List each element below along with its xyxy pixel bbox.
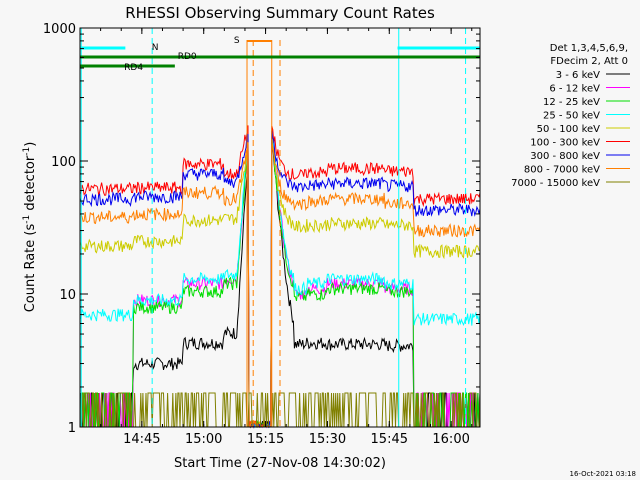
legend-label-9: 7000 - 15000 keV (511, 178, 600, 189)
annotation-label-4: S (234, 36, 240, 46)
vertical-lines-layer (80, 28, 467, 427)
legend-label-5: 50 - 100 keV (537, 124, 601, 135)
legend-label-2: 6 - 12 keV (549, 84, 600, 95)
annotation-label-1: N (152, 43, 159, 53)
legend-header-2: FDecim 2, Att 0 (550, 56, 628, 67)
legend-label-1: 3 - 6 keV (556, 70, 600, 81)
y-axis-label: Count Rate (s-1 detector-1) (22, 142, 38, 313)
x-axis-label: Start Time (27-Nov-08 14:30:02) (174, 456, 386, 471)
y-axis-label-sup-1: -1 (22, 215, 32, 224)
y-tick-label: 1000 (43, 22, 76, 37)
legend: Det 1,3,4,5,6,9, FDecim 2, Att 0 3 - 6 k… (511, 43, 630, 189)
timestamp: 16-Oct-2021 03:18 (570, 470, 636, 478)
annotation-label-3: RD4 (124, 63, 143, 73)
state-bars-layer: N RD0 RD4 S (80, 36, 480, 73)
series-line-8 (79, 142, 481, 428)
legend-label-7: 300 - 800 keV (530, 151, 600, 162)
legend-items: 3 - 6 keV 6 - 12 keV 12 - 25 keV 25 - 50 ke… (511, 70, 630, 189)
x-tick-label: 15:30 (309, 432, 346, 447)
x-tick-label: 16:00 (432, 432, 469, 447)
chart-title: RHESSI Observing Summary Count Rates (125, 4, 435, 22)
y-axis-label-part-2: detector (23, 155, 38, 215)
legend-label-6: 100 - 300 keV (530, 138, 600, 149)
x-tick-label: 14:45 (123, 432, 160, 447)
y-tick-label: 100 (51, 155, 76, 170)
annotation-label-2: RD0 (178, 52, 197, 62)
y-axis-label-part-3: ) (23, 142, 38, 147)
legend-label-8: 800 - 7000 keV (524, 165, 600, 176)
legend-label-3: 12 - 25 keV (543, 97, 600, 108)
series-line-7 (79, 130, 481, 429)
x-tick-label: 15:15 (247, 432, 284, 447)
ticks-layer: 14:45 15:00 15:15 15:30 15:45 16:00 1 10 100 1000 (43, 22, 480, 447)
legend-label-4: 25 - 50 keV (543, 111, 600, 122)
y-axis-label-sup-2: -1 (22, 147, 32, 156)
y-tick-label: 1 (68, 421, 76, 436)
x-tick-label: 15:45 (371, 432, 408, 447)
y-axis-label-part-1: Count Rate (s (23, 224, 38, 313)
plot-frame (79, 27, 481, 428)
x-tick-label: 15:00 (185, 432, 222, 447)
y-tick-label: 10 (59, 288, 76, 303)
legend-header-1: Det 1,3,4,5,6,9, (550, 43, 628, 54)
